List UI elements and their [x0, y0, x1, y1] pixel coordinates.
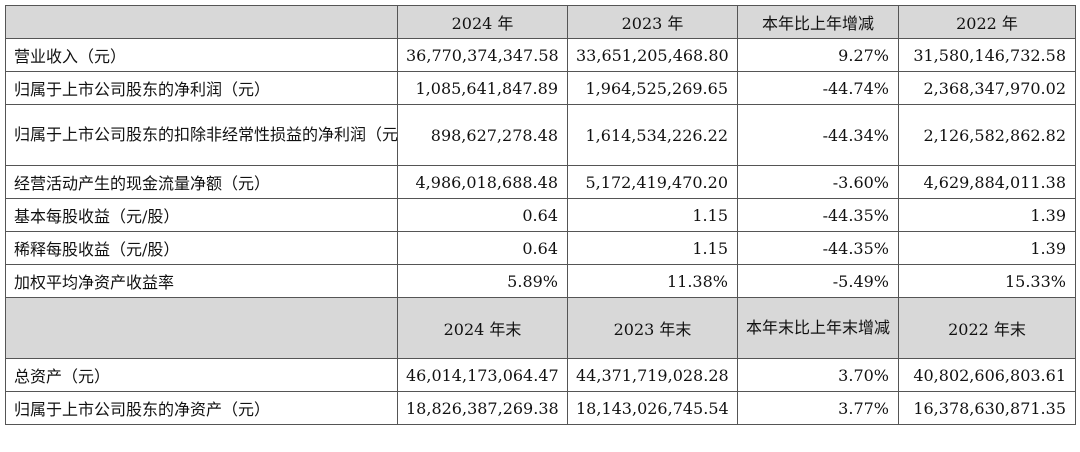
cell-2022: 15.33%: [898, 264, 1076, 298]
header-yoy-end-change: 本年末比上年末增减: [737, 297, 899, 359]
cell-change: -5.49%: [737, 264, 899, 298]
table-row: 加权平均净资产收益率 5.89% 11.38% -5.49% 15.33%: [5, 264, 1076, 298]
cell-2022-end: 16,378,630,871.35: [898, 391, 1076, 425]
header-row: 2024 年 2023 年 本年比上年增减 2022 年: [5, 5, 1076, 39]
cell-2023: 1,964,525,269.65: [567, 71, 738, 105]
cell-2023: 1.15: [567, 231, 738, 265]
cell-2022: 1.39: [898, 198, 1076, 232]
table-row: 经营活动产生的现金流量净额（元） 4,986,018,688.48 5,172,…: [5, 165, 1076, 199]
header-2022-end: 2022 年末: [898, 297, 1076, 359]
cell-2022: 2,126,582,862.82: [898, 104, 1076, 166]
row-label: 营业收入（元）: [5, 38, 398, 72]
cell-2022: 1.39: [898, 231, 1076, 265]
header-yoy-change: 本年比上年增减: [737, 5, 899, 39]
cell-2023: 1,614,534,226.22: [567, 104, 738, 166]
cell-2022: 31,580,146,732.58: [898, 38, 1076, 72]
cell-2024-end: 18,826,387,269.38: [397, 391, 568, 425]
cell-change: 9.27%: [737, 38, 899, 72]
cell-change: -44.34%: [737, 104, 899, 166]
header-2024: 2024 年: [397, 5, 568, 39]
row-label: 归属于上市公司股东的净利润（元）: [5, 71, 398, 105]
cell-2024: 0.64: [397, 231, 568, 265]
row-label: 归属于上市公司股东的扣除非经常性损益的净利润（元）: [5, 104, 398, 166]
cell-change: -44.35%: [737, 198, 899, 232]
table-row: 基本每股收益（元/股） 0.64 1.15 -44.35% 1.39: [5, 198, 1076, 232]
cell-2024: 5.89%: [397, 264, 568, 298]
cell-2024: 36,770,374,347.58: [397, 38, 568, 72]
cell-2022: 2,368,347,970.02: [898, 71, 1076, 105]
cell-2024: 1,085,641,847.89: [397, 71, 568, 105]
cell-2024-end: 46,014,173,064.47: [397, 358, 568, 392]
table-row: 归属于上市公司股东的扣除非经常性损益的净利润（元） 898,627,278.48…: [5, 104, 1076, 166]
header-2023-end: 2023 年末: [567, 297, 738, 359]
cell-change: 3.77%: [737, 391, 899, 425]
table-row: 总资产（元） 46,014,173,064.47 44,371,719,028.…: [5, 358, 1076, 392]
cell-2023: 11.38%: [567, 264, 738, 298]
header-2022: 2022 年: [898, 5, 1076, 39]
header-blank-cell: [5, 5, 398, 39]
cell-2023-end: 44,371,719,028.28: [567, 358, 738, 392]
cell-2024: 4,986,018,688.48: [397, 165, 568, 199]
cell-2024: 898,627,278.48: [397, 104, 568, 166]
row-label: 基本每股收益（元/股）: [5, 198, 398, 232]
cell-change: -3.60%: [737, 165, 899, 199]
header-blank-cell: [5, 297, 398, 359]
table-row: 归属于上市公司股东的净资产（元） 18,826,387,269.38 18,14…: [5, 391, 1076, 425]
header-2023: 2023 年: [567, 5, 738, 39]
cell-change: -44.74%: [737, 71, 899, 105]
cell-change: -44.35%: [737, 231, 899, 265]
cell-change: 3.70%: [737, 358, 899, 392]
row-label: 总资产（元）: [5, 358, 398, 392]
cell-2022: 4,629,884,011.38: [898, 165, 1076, 199]
row-label: 归属于上市公司股东的净资产（元）: [5, 391, 398, 425]
cell-2022-end: 40,802,606,803.61: [898, 358, 1076, 392]
header-row-2: 2024 年末 2023 年末 本年末比上年末增减 2022 年末: [5, 297, 1076, 359]
table-row: 稀释每股收益（元/股） 0.64 1.15 -44.35% 1.39: [5, 231, 1076, 265]
row-label: 经营活动产生的现金流量净额（元）: [5, 165, 398, 199]
row-label: 稀释每股收益（元/股）: [5, 231, 398, 265]
cell-2024: 0.64: [397, 198, 568, 232]
financial-summary-table: 2024 年 2023 年 本年比上年增减 2022 年 营业收入（元） 36,…: [5, 5, 1076, 425]
cell-2023: 33,651,205,468.80: [567, 38, 738, 72]
table-row: 归属于上市公司股东的净利润（元） 1,085,641,847.89 1,964,…: [5, 71, 1076, 105]
row-label: 加权平均净资产收益率: [5, 264, 398, 298]
cell-2023: 1.15: [567, 198, 738, 232]
table-row: 营业收入（元） 36,770,374,347.58 33,651,205,468…: [5, 38, 1076, 72]
cell-2023-end: 18,143,026,745.54: [567, 391, 738, 425]
header-2024-end: 2024 年末: [397, 297, 568, 359]
cell-2023: 5,172,419,470.20: [567, 165, 738, 199]
